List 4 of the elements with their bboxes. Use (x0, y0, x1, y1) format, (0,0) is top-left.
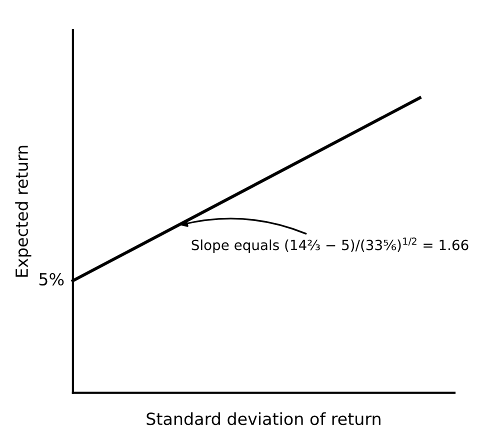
annotation: Slope equals (14⅔ − 5)/(33⅚)$^{1/2}$ = 1.66 (192, 238, 468, 253)
annotation: 5% (39, 272, 64, 286)
y-axis-title: Expected return (15, 146, 32, 277)
x-axis-title: Standard deviation of return (146, 412, 380, 426)
